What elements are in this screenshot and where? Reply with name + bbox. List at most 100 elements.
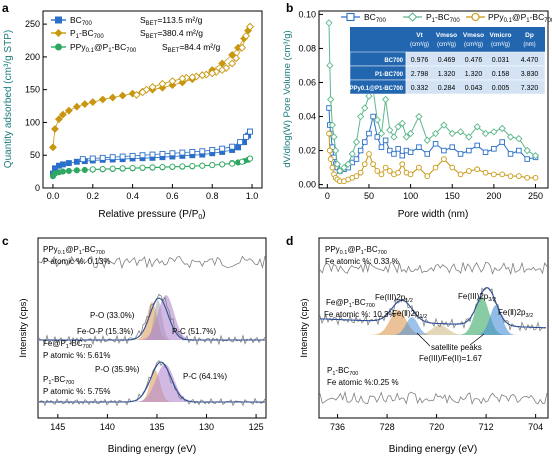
table-header-cell: Vmeso (436, 32, 457, 39)
b-point (491, 171, 497, 178)
table-header-unit: (cm³/g) (410, 42, 429, 48)
c-p1-name: P1-BC700 (43, 375, 74, 386)
table-cell: 3.830 (521, 71, 539, 78)
b-point (357, 147, 364, 154)
a-point (235, 144, 242, 151)
b-point (449, 144, 455, 150)
a-point (142, 85, 151, 94)
b-point (366, 151, 372, 157)
b-point (416, 144, 422, 150)
b-point (373, 116, 381, 124)
c-ppy-name: PPy0.1@P1-BC700 (43, 245, 105, 256)
a-point (99, 165, 106, 173)
b-point (361, 161, 368, 168)
d-peak-fe3-2p12 (370, 310, 430, 335)
table-cell: 0.469 (438, 57, 456, 64)
a-point (199, 148, 206, 155)
a-point (98, 95, 107, 104)
panel-d-xlabel: Binding energy (eV) (389, 444, 477, 455)
b-point (370, 161, 376, 168)
panel-c-data (38, 255, 266, 407)
xps-xtick-label: 704 (528, 422, 543, 432)
panel-a-letter: a (2, 1, 9, 15)
b-point (466, 168, 472, 174)
b-point (432, 140, 439, 147)
legend-bc700-label: BC700 (70, 15, 92, 27)
a-point (238, 43, 247, 52)
a-point (209, 147, 216, 153)
b-point (362, 139, 368, 145)
b-point (524, 174, 531, 181)
table-header-cell: Vt (416, 32, 423, 39)
b-xtick-label: 150 (445, 191, 460, 201)
panel-d-data (319, 261, 548, 406)
a-point (89, 166, 96, 173)
panel-b-frame (318, 10, 549, 189)
d-peak-satellite (420, 325, 460, 335)
a-ytick-label: 50 (30, 150, 40, 160)
b-point (423, 136, 431, 144)
a-point (109, 154, 116, 161)
d-ppy-spectrum (319, 261, 548, 276)
a-point (247, 128, 254, 135)
b-point (440, 121, 448, 129)
table-header-unit: (nm) (523, 42, 535, 48)
d-peak-fe2-2p32 (475, 305, 520, 335)
b-point (499, 139, 505, 145)
b-point (365, 92, 373, 100)
table-cell: 4.470 (521, 57, 539, 64)
xps-xtick-label: 140 (100, 422, 115, 432)
panel-c: c 145 140 135 130 125 PPy0.1@P1-BC700 P atom… (2, 234, 267, 455)
a-BC700-desorption-line (82, 131, 251, 160)
b-point (456, 128, 465, 136)
b-point (506, 133, 515, 141)
b-ytick-label: 0.08 (298, 43, 316, 53)
a-point (158, 79, 167, 88)
b-point (386, 126, 394, 134)
b-point (330, 133, 338, 141)
b-point (353, 173, 360, 179)
panel-c-labels: PPy0.1@P1-BC700 P atomic %: 0.13% P-O (3… (43, 245, 227, 396)
panel-d-letter: d (286, 234, 293, 248)
table-cell: 0.043 (465, 85, 483, 92)
c-fe-pct: P atomic %: 5.61% (43, 351, 110, 360)
d-fe-name: Fe@P1-BC700 (326, 298, 375, 309)
panel-b-ylabel: dV/dlog(W) Pore Volume (cm³/g) (282, 30, 293, 167)
a-point (232, 54, 241, 63)
c-po1: P-O (33.0%) (90, 311, 135, 320)
b-point (424, 173, 431, 179)
a-point (169, 163, 176, 170)
b-xtick-label: 250 (528, 191, 543, 201)
b-point (361, 104, 369, 112)
a-point (198, 71, 207, 80)
b-point (326, 130, 332, 137)
panel-b-legend: BC700 P1-BC700 PPy0.1@P1-BC700 (341, 12, 552, 24)
a-xtick-label: 0.0 (47, 191, 60, 201)
table-cell: 0.476 (465, 57, 483, 64)
b-point (387, 147, 393, 154)
b-point (457, 151, 464, 157)
b-ytick-label: 0.02 (298, 146, 316, 156)
b-point (377, 129, 386, 138)
a-point (209, 162, 216, 169)
b-point (465, 133, 473, 141)
circle-marker-icon (471, 12, 480, 22)
a-ytick-label: 150 (25, 85, 40, 95)
a-point (199, 162, 206, 169)
d-ppy-pct: Fe atomic %: 0.33 % (325, 257, 399, 266)
a-point (72, 102, 81, 111)
c-peak-pc2 (135, 364, 205, 402)
pore-table: Vt (cm³/g) Vmeso (cm³/g) Vmeso (cm³/g) Vmicro (… (349, 27, 546, 95)
b-point (473, 123, 481, 131)
b-point (348, 150, 356, 158)
b-point (399, 152, 406, 159)
table-header-unit: (cm³/g) (491, 42, 510, 48)
a-point (208, 69, 217, 78)
legend-bc700: BC700 SBET=113.5 m²/g (51, 15, 203, 27)
a-xtick-label: 0.2 (87, 191, 100, 201)
c-pc2: P-C (64.1%) (183, 372, 227, 381)
table-row-name: PPy0.1@P1-BC700 (349, 86, 403, 92)
c-p1-pct: P atomic %: 5.75% (43, 387, 110, 396)
c-p1-fit (39, 361, 265, 403)
d-p1-pct: Fe atomic %:0.25 % (327, 378, 399, 387)
